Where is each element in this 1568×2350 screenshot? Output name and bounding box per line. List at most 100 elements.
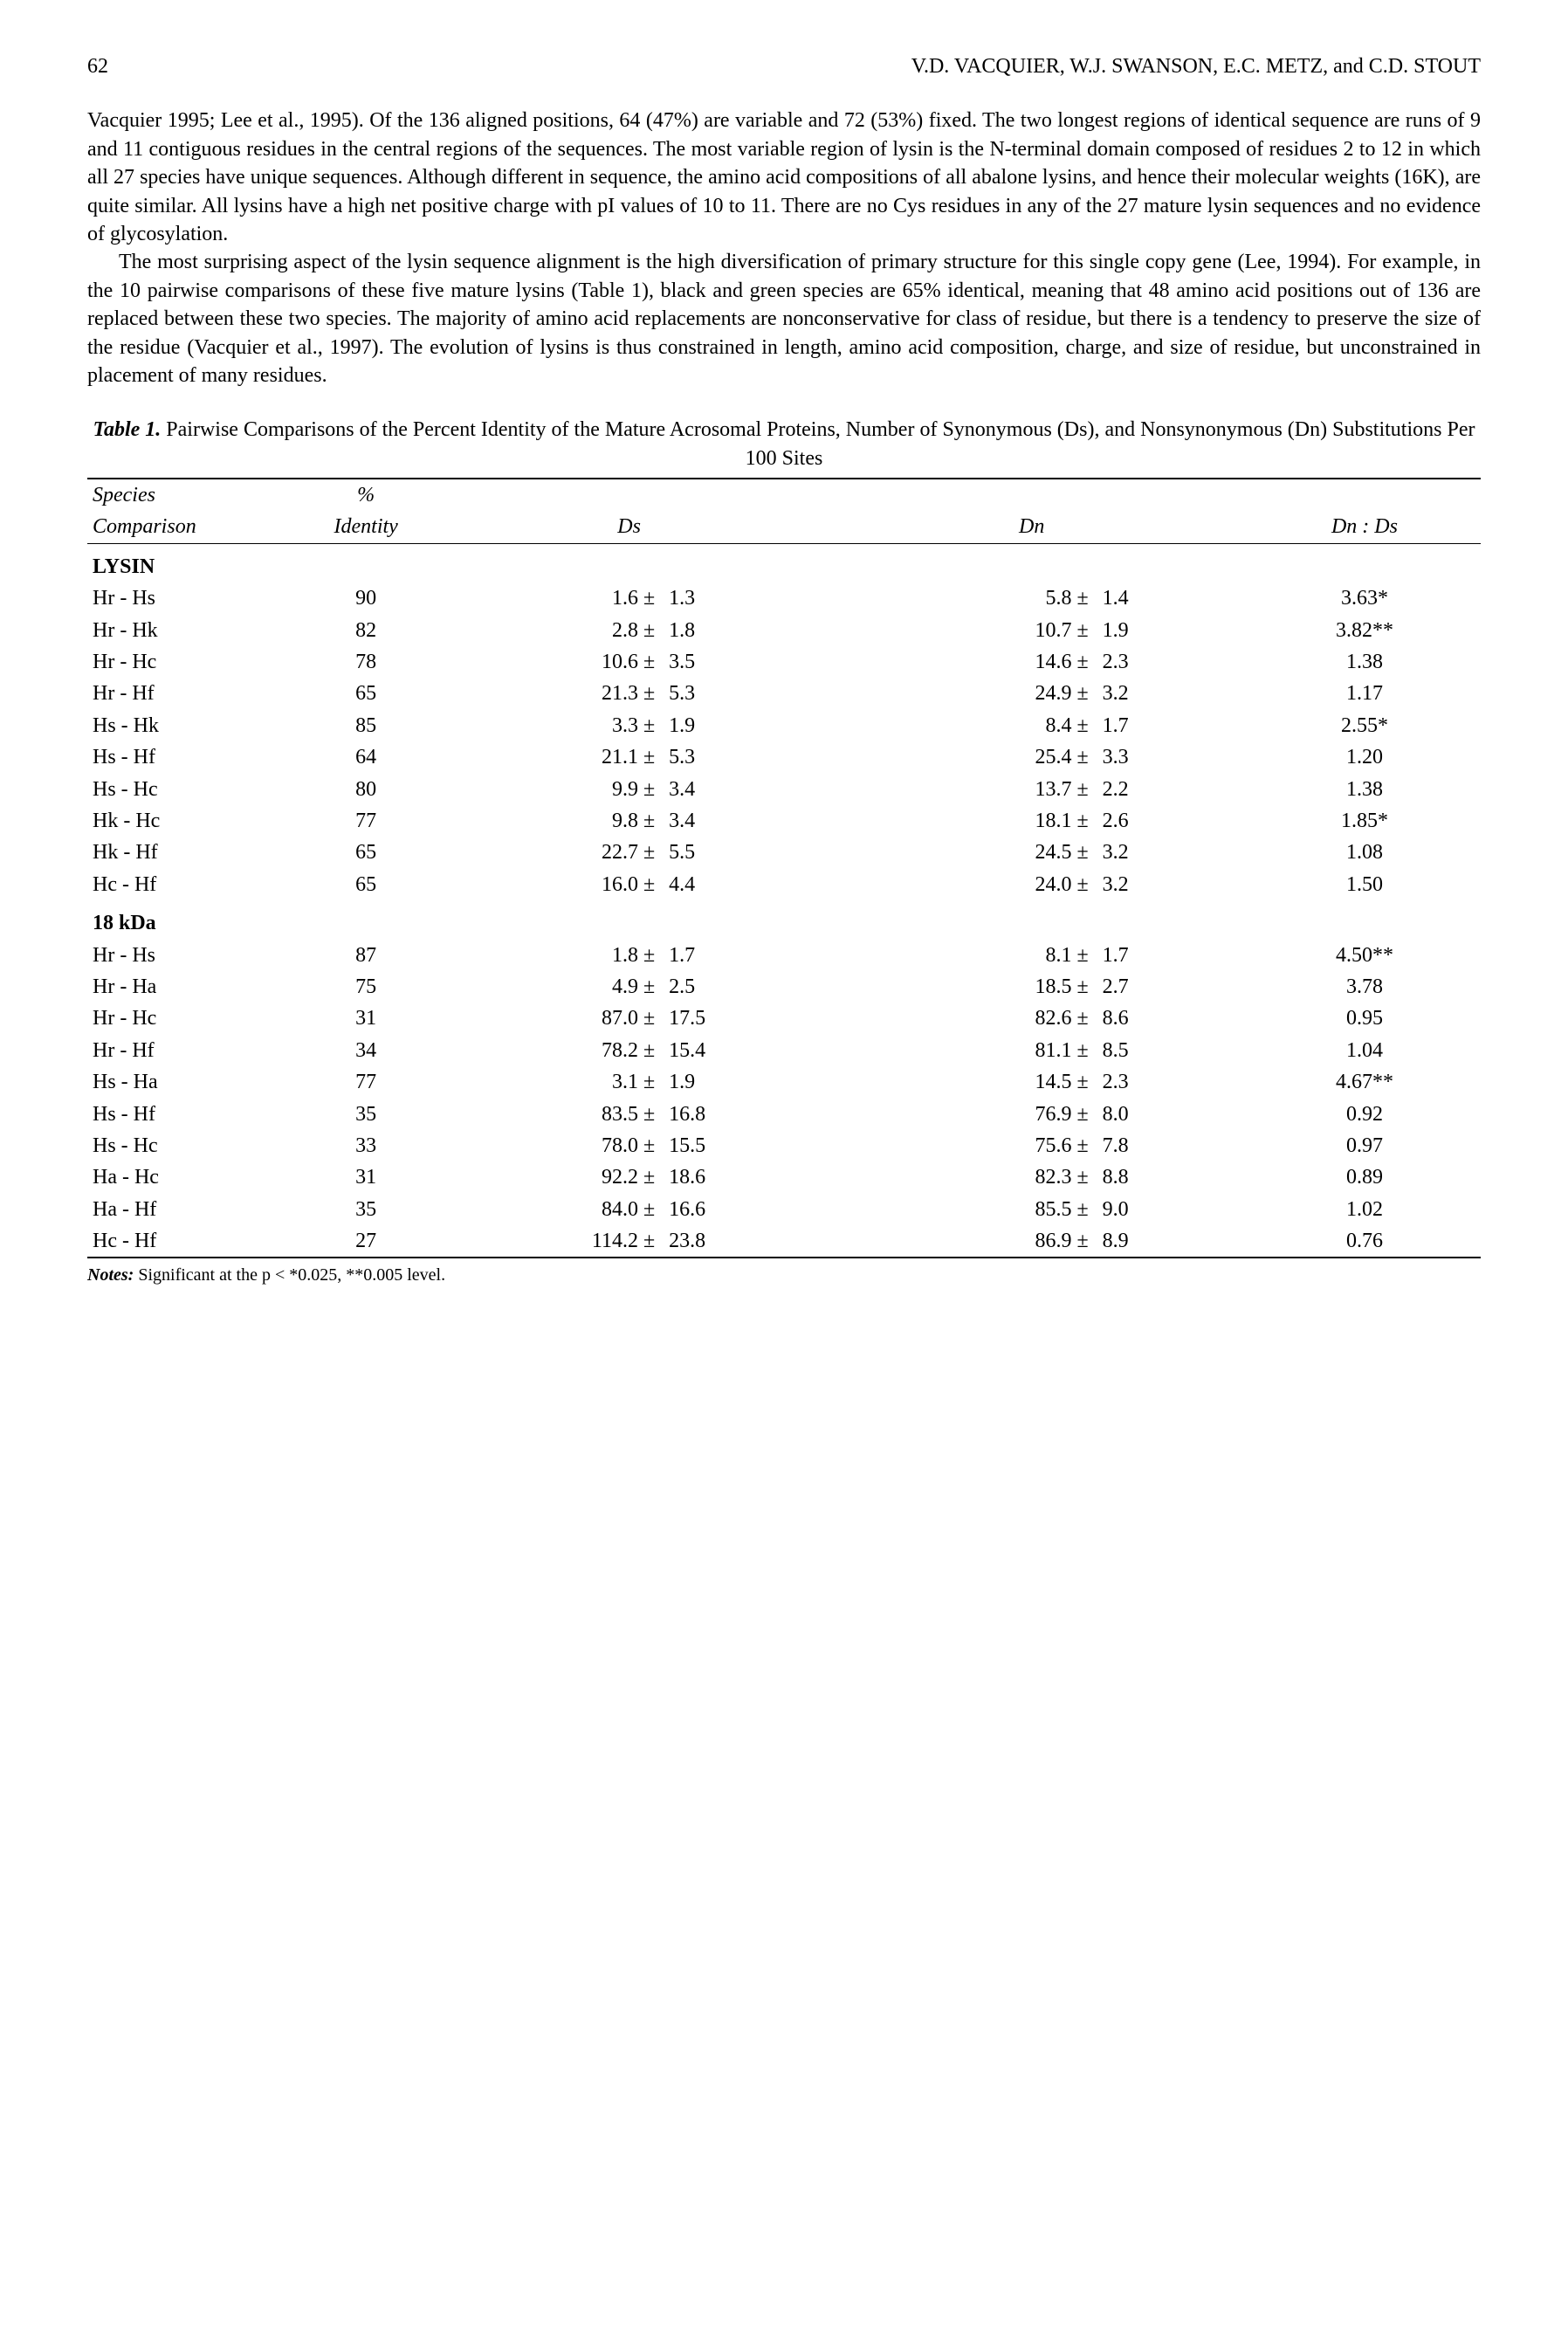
table-section-title: LYSIN bbox=[87, 543, 1481, 582]
table-row: Hr - Ha754.9 ±2.518.5 ±2.73.78 bbox=[87, 971, 1481, 1003]
cell-ds-err: 4.4 bbox=[660, 869, 815, 900]
cell-ratio: 1.08 bbox=[1248, 837, 1481, 868]
cell-dn-err: 1.4 bbox=[1094, 582, 1248, 614]
page-header: 62 V.D. VACQUIER, W.J. SWANSON, E.C. MET… bbox=[87, 52, 1481, 80]
cell-ds-value: 84.0 ± bbox=[444, 1194, 660, 1225]
cell-dn-value: 5.8 ± bbox=[815, 582, 1093, 614]
cell-ratio: 1.02 bbox=[1248, 1194, 1481, 1225]
cell-ds-value: 1.8 ± bbox=[444, 940, 660, 971]
cell-dn-value: 24.0 ± bbox=[815, 869, 1093, 900]
table-row: Hr - Hc7810.6 ±3.514.6 ±2.31.38 bbox=[87, 646, 1481, 678]
cell-ds-err: 3.4 bbox=[660, 805, 815, 837]
cell-dn-err: 3.3 bbox=[1094, 741, 1248, 773]
cell-species: Hr - Hf bbox=[87, 1035, 289, 1066]
cell-species: Hr - Ha bbox=[87, 971, 289, 1003]
cell-dn-value: 24.5 ± bbox=[815, 837, 1093, 868]
cell-identity: 35 bbox=[289, 1099, 444, 1130]
cell-identity: 75 bbox=[289, 971, 444, 1003]
table-row: Hk - Hc779.8 ±3.418.1 ±2.61.85* bbox=[87, 805, 1481, 837]
cell-ratio: 3.63* bbox=[1248, 582, 1481, 614]
table-caption-text: Pairwise Comparisons of the Percent Iden… bbox=[166, 418, 1475, 469]
cell-ds-err: 5.3 bbox=[660, 678, 815, 709]
table-row: Hs - Hf3583.5 ±16.876.9 ±8.00.92 bbox=[87, 1099, 1481, 1130]
cell-species: Hc - Hf bbox=[87, 869, 289, 900]
cell-dn-err: 2.3 bbox=[1094, 646, 1248, 678]
cell-species: Ha - Hc bbox=[87, 1161, 289, 1193]
col-header-identity-b: Identity bbox=[289, 511, 444, 543]
cell-ds-value: 78.0 ± bbox=[444, 1130, 660, 1161]
cell-dn-err: 1.7 bbox=[1094, 710, 1248, 741]
cell-ds-value: 87.0 ± bbox=[444, 1003, 660, 1034]
cell-ds-value: 9.8 ± bbox=[444, 805, 660, 837]
cell-dn-value: 8.1 ± bbox=[815, 940, 1093, 971]
cell-ds-err: 1.9 bbox=[660, 710, 815, 741]
cell-species: Hk - Hc bbox=[87, 805, 289, 837]
cell-identity: 78 bbox=[289, 646, 444, 678]
cell-ds-err: 18.6 bbox=[660, 1161, 815, 1193]
cell-identity: 65 bbox=[289, 869, 444, 900]
cell-dn-err: 8.8 bbox=[1094, 1161, 1248, 1193]
cell-ds-err: 16.6 bbox=[660, 1194, 815, 1225]
cell-identity: 87 bbox=[289, 940, 444, 971]
cell-identity: 80 bbox=[289, 774, 444, 805]
table-row: Ha - Hf3584.0 ±16.685.5 ±9.01.02 bbox=[87, 1194, 1481, 1225]
cell-species: Hc - Hf bbox=[87, 1225, 289, 1258]
cell-ds-value: 10.6 ± bbox=[444, 646, 660, 678]
col-header-ds: Ds bbox=[444, 511, 815, 543]
table-row: Hr - Hs871.8 ±1.78.1 ±1.74.50** bbox=[87, 940, 1481, 971]
table-section-title: 18 kDa bbox=[87, 900, 1481, 939]
data-table: Species % Comparison Identity Ds Dn Dn :… bbox=[87, 478, 1481, 1258]
cell-ds-value: 1.6 ± bbox=[444, 582, 660, 614]
cell-dn-err: 9.0 bbox=[1094, 1194, 1248, 1225]
cell-ds-err: 3.5 bbox=[660, 646, 815, 678]
cell-dn-value: 13.7 ± bbox=[815, 774, 1093, 805]
table-row: Hc - Hf6516.0 ±4.424.0 ±3.21.50 bbox=[87, 869, 1481, 900]
running-head: V.D. VACQUIER, W.J. SWANSON, E.C. METZ, … bbox=[911, 52, 1481, 80]
table-row: Hc - Hf27114.2 ±23.886.9 ±8.90.76 bbox=[87, 1225, 1481, 1258]
cell-ds-err: 15.4 bbox=[660, 1035, 815, 1066]
cell-ds-err: 1.8 bbox=[660, 615, 815, 646]
table-notes: Notes: Significant at the p < *0.025, **… bbox=[87, 1264, 1481, 1287]
cell-dn-value: 24.9 ± bbox=[815, 678, 1093, 709]
cell-identity: 31 bbox=[289, 1161, 444, 1193]
table-row: Hs - Hc3378.0 ±15.575.6 ±7.80.97 bbox=[87, 1130, 1481, 1161]
cell-species: Hs - Hc bbox=[87, 774, 289, 805]
cell-dn-value: 81.1 ± bbox=[815, 1035, 1093, 1066]
cell-dn-err: 8.5 bbox=[1094, 1035, 1248, 1066]
cell-ratio: 1.50 bbox=[1248, 869, 1481, 900]
col-header-species-a: Species bbox=[87, 479, 289, 511]
cell-dn-err: 7.8 bbox=[1094, 1130, 1248, 1161]
col-header-dn: Dn bbox=[815, 511, 1248, 543]
cell-dn-value: 18.5 ± bbox=[815, 971, 1093, 1003]
cell-ds-value: 78.2 ± bbox=[444, 1035, 660, 1066]
cell-ratio: 0.95 bbox=[1248, 1003, 1481, 1034]
cell-dn-err: 2.2 bbox=[1094, 774, 1248, 805]
cell-species: Hr - Hs bbox=[87, 582, 289, 614]
table-caption-label: Table 1. bbox=[93, 418, 162, 441]
cell-species: Hs - Hk bbox=[87, 710, 289, 741]
cell-dn-err: 8.6 bbox=[1094, 1003, 1248, 1034]
cell-ds-value: 92.2 ± bbox=[444, 1161, 660, 1193]
cell-ds-value: 4.9 ± bbox=[444, 971, 660, 1003]
cell-identity: 90 bbox=[289, 582, 444, 614]
cell-species: Hr - Hs bbox=[87, 940, 289, 971]
cell-dn-value: 85.5 ± bbox=[815, 1194, 1093, 1225]
cell-ratio: 0.76 bbox=[1248, 1225, 1481, 1258]
cell-ratio: 4.50** bbox=[1248, 940, 1481, 971]
table-row: Hs - Ha773.1 ±1.914.5 ±2.34.67** bbox=[87, 1066, 1481, 1098]
cell-species: Ha - Hf bbox=[87, 1194, 289, 1225]
table-row: Hs - Hc809.9 ±3.413.7 ±2.21.38 bbox=[87, 774, 1481, 805]
body-text: Vacquier 1995; Lee et al., 1995). Of the… bbox=[87, 107, 1481, 389]
cell-ds-err: 1.7 bbox=[660, 940, 815, 971]
cell-ds-value: 21.1 ± bbox=[444, 741, 660, 773]
cell-dn-err: 1.9 bbox=[1094, 615, 1248, 646]
cell-dn-err: 3.2 bbox=[1094, 869, 1248, 900]
cell-dn-value: 76.9 ± bbox=[815, 1099, 1093, 1130]
table-row: Ha - Hc3192.2 ±18.682.3 ±8.80.89 bbox=[87, 1161, 1481, 1193]
cell-ratio: 0.92 bbox=[1248, 1099, 1481, 1130]
cell-ds-value: 114.2 ± bbox=[444, 1225, 660, 1258]
table-row: Hk - Hf6522.7 ±5.524.5 ±3.21.08 bbox=[87, 837, 1481, 868]
cell-ds-value: 3.1 ± bbox=[444, 1066, 660, 1098]
cell-ratio: 1.38 bbox=[1248, 646, 1481, 678]
cell-identity: 82 bbox=[289, 615, 444, 646]
